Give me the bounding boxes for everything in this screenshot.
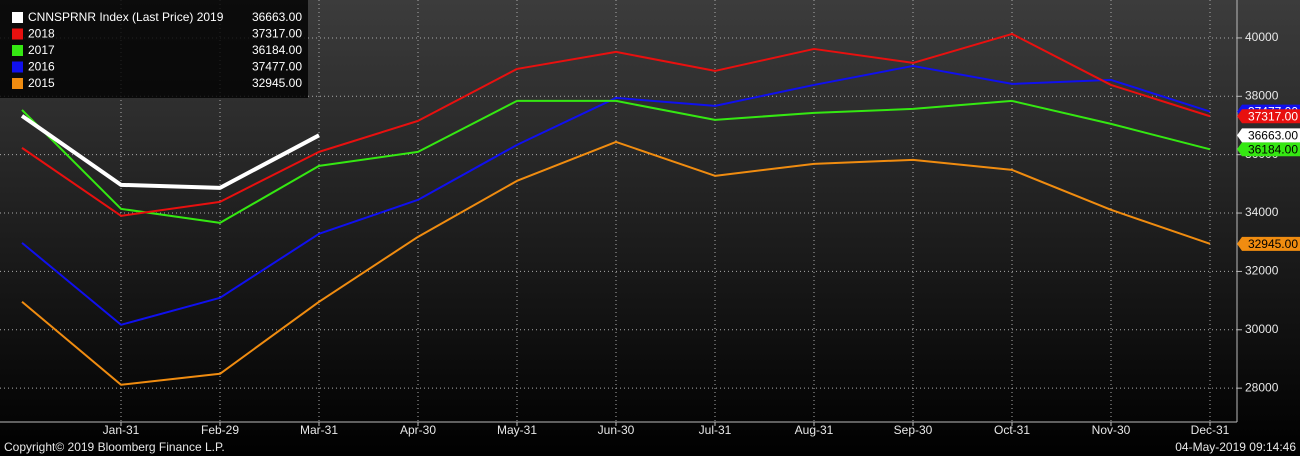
legend-label: 2015 — [28, 76, 55, 90]
legend-label: 2017 — [28, 43, 55, 57]
x-tick-label: Jan-31 — [103, 423, 140, 437]
series-line — [21, 32, 1211, 217]
series-line — [21, 64, 1211, 326]
legend-label: CNNSPRNR Index (Last Price) 2019 — [28, 10, 224, 24]
price-tag — [1237, 109, 1300, 124]
legend-swatch — [12, 61, 23, 73]
y-tick-label: 38000 — [1245, 88, 1279, 102]
x-tick-label: Mar-31 — [300, 423, 338, 437]
legend-swatch — [12, 12, 23, 23]
legend-value: 37477.00 — [252, 60, 302, 74]
legend-value: 37317.00 — [252, 27, 302, 41]
legend-value: 32945.00 — [252, 76, 302, 90]
x-tick-label: Sep-30 — [894, 423, 933, 437]
price-tag-label: 36184.00 — [1248, 142, 1298, 156]
x-tick-label: Oct-31 — [994, 423, 1030, 437]
x-tick-label: Jun-30 — [598, 423, 635, 437]
x-tick-label: May-31 — [497, 423, 537, 437]
series-line — [21, 140, 1211, 386]
x-tick-label: Feb-29 — [201, 423, 239, 437]
price-tag — [1237, 128, 1300, 143]
price-tag-label: 37317.00 — [1248, 109, 1298, 123]
y-tick-label: 30000 — [1245, 322, 1279, 336]
price-tag-label: 32945.00 — [1248, 237, 1298, 251]
series-line — [21, 99, 1211, 224]
y-tick-label: 40000 — [1245, 30, 1279, 44]
x-tick-label: Jul-31 — [699, 423, 732, 437]
copyright: Copyright© 2019 Bloomberg Finance L.P. — [4, 440, 225, 454]
price-tag — [1237, 236, 1300, 251]
legend-label: 2016 — [28, 60, 55, 74]
y-tick-label: 32000 — [1245, 264, 1279, 278]
legend-box — [0, 0, 308, 98]
x-tick-label: Apr-30 — [400, 423, 436, 437]
legend-swatch — [12, 45, 23, 56]
series-line — [20, 114, 320, 190]
x-tick-label: Dec-31 — [1191, 423, 1230, 437]
legend: CNNSPRNR Index (Last Price) 2019 36663.00… — [0, 0, 308, 98]
legend-swatch — [12, 28, 23, 40]
legend-swatch — [12, 78, 23, 89]
x-tick-label: Nov-30 — [1092, 423, 1131, 437]
y-tick-label: 34000 — [1245, 205, 1279, 219]
legend-value: 36663.00 — [252, 10, 302, 24]
x-tick-label: Aug-31 — [795, 423, 834, 437]
timestamp: 04-May-2019 09:14:46 — [1175, 440, 1296, 454]
legend-label: 2018 — [28, 27, 55, 41]
legend-value: 36184.00 — [252, 43, 302, 57]
y-tick-label: 28000 — [1245, 380, 1279, 394]
price-tag — [1237, 142, 1300, 157]
price-tag-label: 36663.00 — [1248, 128, 1298, 142]
